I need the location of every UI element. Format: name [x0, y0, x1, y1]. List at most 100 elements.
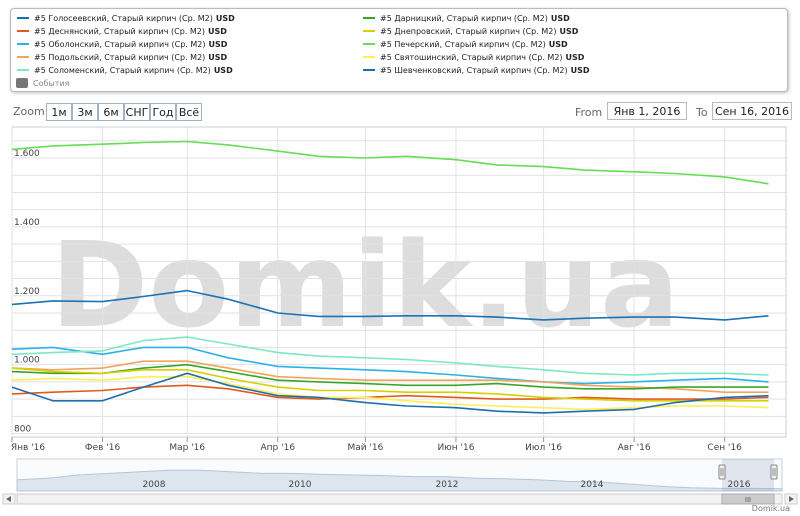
legend-item-label: #5 Голосеевский, Старый кирпич (Ср. М2): [34, 13, 213, 23]
x-tick-label: Мар '16: [169, 443, 205, 453]
navigator-selection: [722, 459, 774, 491]
legend-item-label: #5 Днепровский, Старый кирпич (Ср. М2): [380, 26, 557, 36]
legend-swatch-icon: [363, 30, 375, 32]
from-label: From: [575, 106, 603, 119]
y-tick-label: 800: [14, 425, 31, 435]
x-tick-label: Май '16: [347, 443, 383, 453]
x-tick-label: Янв '16: [11, 443, 46, 453]
navigator-year-label: 2010: [289, 480, 312, 490]
legend-swatch-icon: [363, 69, 375, 71]
series-line: [11, 289, 769, 321]
legend-item[interactable]: #5 Оболонский, Старый кирпич (Ср. М2) USD: [17, 38, 227, 50]
legend-item[interactable]: #5 Дарницкий, Старый кирпич (Ср. М2) USD: [363, 12, 570, 24]
y-tick-label: 1.600: [14, 149, 40, 159]
legend-swatch-icon: [363, 17, 375, 19]
legend-item-unit: USD: [207, 26, 227, 36]
legend-item[interactable]: #5 Днепровский, Старый кирпич (Ср. М2) US…: [363, 25, 578, 37]
legend-swatch-icon: [17, 43, 29, 45]
zoom-button[interactable]: Всё: [176, 103, 202, 121]
from-date-input[interactable]: Янв 1, 2016: [607, 102, 687, 120]
to-date-input[interactable]: Сен 16, 2016: [712, 102, 792, 120]
chart-grid: [11, 126, 787, 438]
legend-item-label: #5 Оболонский, Старый кирпич (Ср. М2): [34, 39, 206, 49]
legend-item-unit: USD: [208, 39, 228, 49]
legend-item[interactable]: #5 Деснянский, Старый кирпич (Ср. М2) USD: [17, 25, 227, 37]
y-axis: 800 1.000 1.200 1.400 1.600: [14, 149, 40, 435]
legend-item-label: #5 Святошинский, Старый кирпич (Ср. М2): [380, 52, 563, 62]
legend-item-label: #5 Подольский, Старый кирпич (Ср. М2): [34, 52, 206, 62]
watermark: Domik.ua: [50, 216, 679, 354]
navigator-frame: [16, 458, 783, 492]
legend-item-label: #5 Печерский, Старый кирпич (Ср. М2): [380, 39, 546, 49]
legend-item-unit: USD: [208, 52, 228, 62]
navigator-handle-left[interactable]: [718, 464, 726, 480]
scrollbar-thumb[interactable]: [721, 493, 775, 505]
legend-item-label: #5 Дарницкий, Старый кирпич (Ср. М2): [380, 13, 548, 23]
zoom-button[interactable]: 1м: [46, 103, 72, 121]
legend-swatch-icon: [363, 43, 375, 45]
y-tick-label: 1.400: [14, 218, 40, 228]
legend: #5 Голосеевский, Старый кирпич (Ср. М2) U…: [10, 8, 788, 92]
to-label: To: [696, 106, 708, 119]
series-line: [11, 384, 769, 400]
zoom-button[interactable]: 3м: [72, 103, 98, 121]
legend-item-unit: USD: [570, 65, 590, 75]
legend-item-unit: USD: [565, 52, 585, 62]
legend-item-label: #5 Шевченковский, Старый кирпич (Ср. М2): [380, 65, 568, 75]
legend-item-unit: USD: [550, 13, 570, 23]
zoom-label: Zoom: [13, 105, 45, 118]
x-axis: Янв '16 Фев '16 Мар '16 Апр '16 Май '16 Июн '…: [11, 127, 742, 453]
legend-item-label: #5 Деснянский, Старый кирпич (Ср. М2): [34, 26, 205, 36]
navigator-year-label: 2016: [728, 480, 751, 490]
zoom-button[interactable]: 6м: [98, 103, 124, 121]
scroll-left-button[interactable]: [2, 493, 16, 505]
legend-item[interactable]: #5 Святошинский, Старый кирпич (Ср. М2) U…: [363, 51, 584, 63]
legend-item-unit: USD: [215, 13, 235, 23]
legend-item[interactable]: #5 Подольский, Старый кирпич (Ср. М2) USD: [17, 51, 227, 63]
events-label: События: [33, 78, 70, 88]
x-tick-label: Сен '16: [707, 443, 742, 453]
scrollbar-grip-icon: III: [745, 496, 751, 504]
zoom-button[interactable]: СНГ: [124, 103, 150, 121]
legend-swatch-icon: [17, 69, 29, 71]
legend-item[interactable]: #5 Голосеевский, Старый кирпич (Ср. М2) U…: [17, 12, 235, 24]
legend-swatch-icon: [363, 56, 375, 58]
series-line: [11, 375, 769, 411]
navigator: 2008 2010 2012 2014 2016 III: [2, 458, 798, 505]
x-tick-label: Авг '16: [618, 443, 651, 453]
legend-item-unit: USD: [213, 65, 233, 75]
legend-item[interactable]: #5 Печерский, Старый кирпич (Ср. М2) USD: [363, 38, 568, 50]
y-tick-label: 1.000: [14, 356, 40, 366]
legend-swatch-icon: [17, 30, 29, 32]
legend-swatch-icon: [17, 56, 29, 58]
y-tick-label: 1.200: [14, 287, 40, 297]
series-line: [11, 372, 769, 414]
series-line: [11, 336, 769, 376]
series-line: [11, 360, 769, 394]
events-swatch-icon: [16, 78, 28, 88]
chart-series: [11, 140, 769, 414]
series-line: [11, 367, 769, 402]
navigator-handle-right[interactable]: [770, 464, 778, 480]
navigator-year-label: 2008: [143, 480, 166, 490]
navigator-year-label: 2014: [581, 480, 604, 490]
legend-item[interactable]: #5 Шевченковский, Старый кирпич (Ср. М2)…: [363, 64, 590, 76]
navigator-series: [16, 469, 783, 492]
legend-item[interactable]: #5 Соломенский, Старый кирпич (Ср. М2) US…: [17, 64, 233, 76]
legend-item-unit: USD: [559, 26, 579, 36]
series-line: [11, 363, 769, 390]
credit-link: Domik.ua: [752, 504, 790, 513]
series-line: [11, 140, 769, 185]
legend-item-label: #5 Соломенский, Старый кирпич (Ср. М2): [34, 65, 211, 75]
series-line: [11, 346, 769, 385]
zoom-button[interactable]: Год: [150, 103, 176, 121]
plot-frame: [11, 126, 787, 438]
scroll-right-button[interactable]: [784, 493, 798, 505]
x-tick-label: Фев '16: [85, 443, 121, 453]
legend-item-unit: USD: [548, 39, 568, 49]
scrollbar-track[interactable]: [16, 493, 783, 505]
x-tick-label: Апр '16: [261, 443, 296, 453]
legend-item-events[interactable]: События: [16, 77, 69, 89]
navigator-year-label: 2012: [436, 480, 459, 490]
x-tick-label: Июл '16: [525, 443, 562, 453]
